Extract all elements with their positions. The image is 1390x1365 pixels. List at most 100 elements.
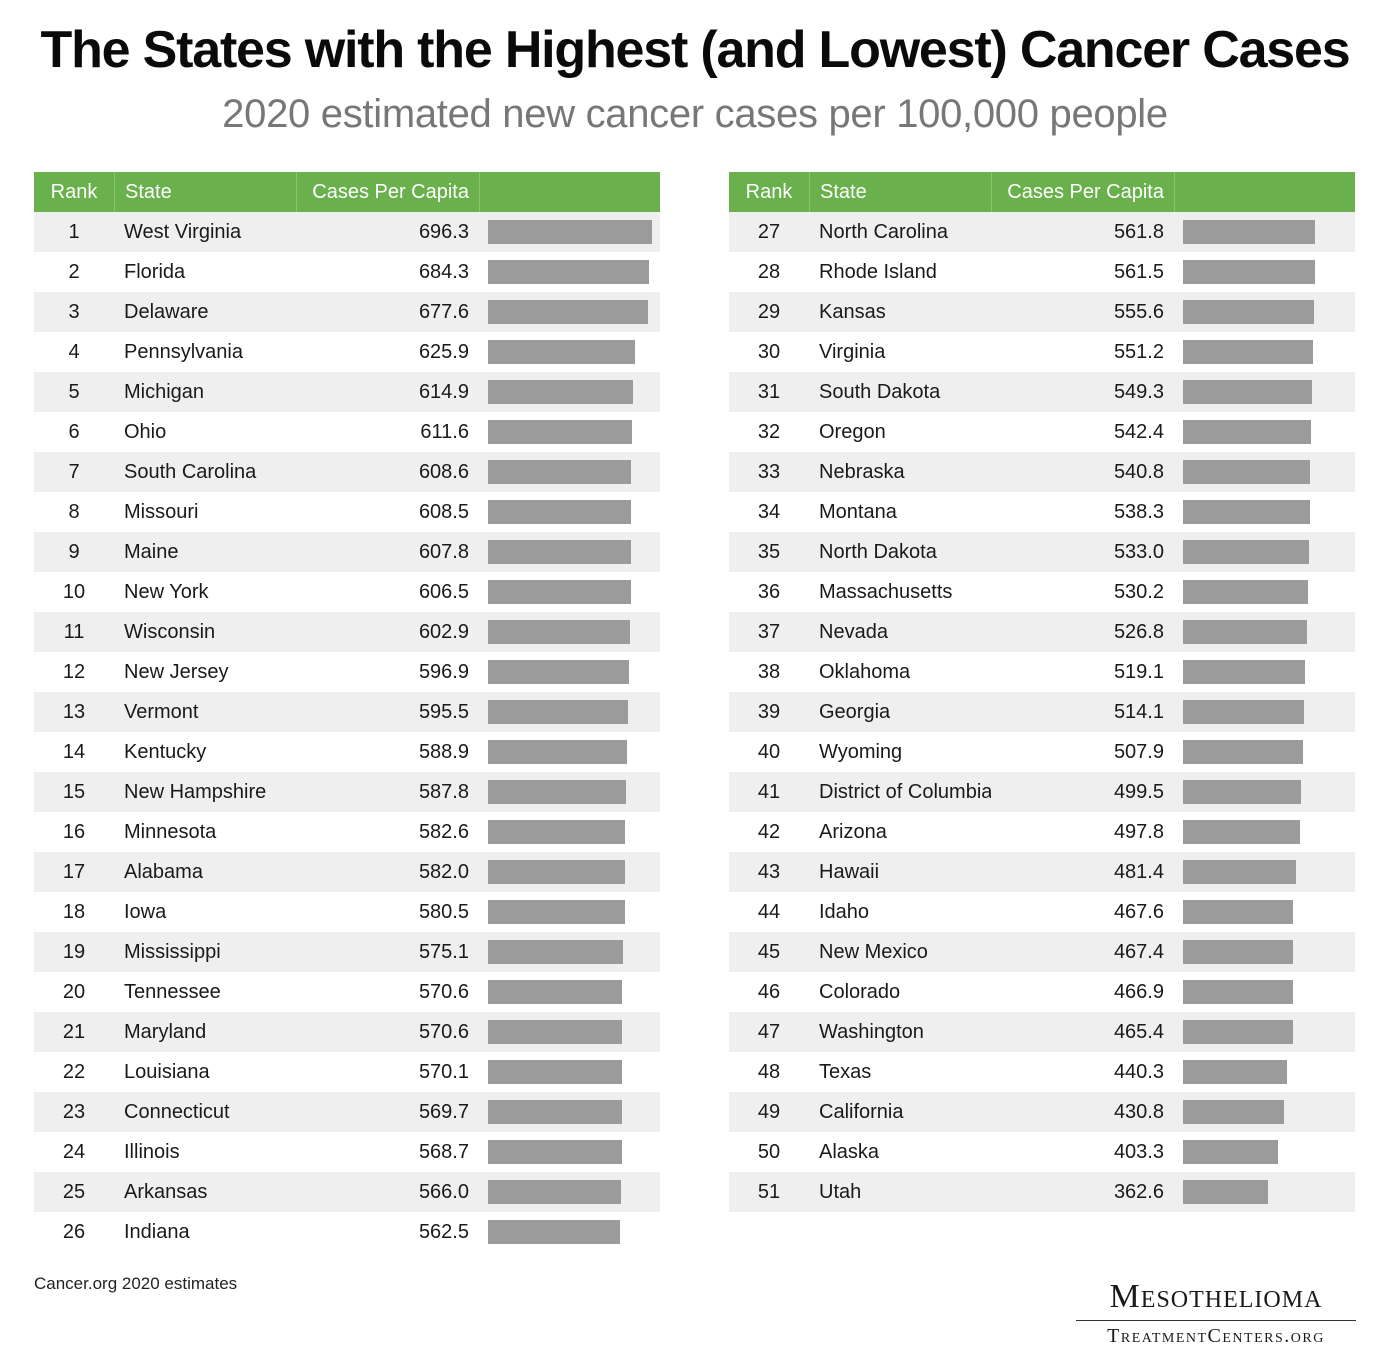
chart-title: The States with the Highest (and Lowest)… bbox=[40, 21, 1351, 79]
value-cell: 530.2 bbox=[1113, 581, 1164, 603]
value-bar bbox=[488, 620, 630, 644]
logo-rule bbox=[1076, 1320, 1356, 1321]
value-cell: 625.9 bbox=[418, 341, 469, 363]
table-row: 49 California 430.8 bbox=[729, 1092, 1355, 1132]
value-bar bbox=[1183, 420, 1311, 444]
value-bar bbox=[488, 420, 632, 444]
table-row: 44 Idaho 467.6 bbox=[729, 892, 1355, 932]
rank-cell: 32 bbox=[757, 421, 781, 443]
value-bar bbox=[488, 1060, 622, 1084]
table-row: 29 Kansas 555.6 bbox=[729, 292, 1355, 332]
value-bar bbox=[488, 940, 623, 964]
value-cell: 569.7 bbox=[418, 1101, 469, 1123]
state-cell: Maryland bbox=[124, 1021, 207, 1043]
header-value: Cases Per Capita bbox=[296, 172, 479, 212]
state-cell: Delaware bbox=[124, 301, 209, 323]
rank-cell: 11 bbox=[63, 621, 85, 643]
table-row: 40 Wyoming 507.9 bbox=[729, 732, 1355, 772]
rank-cell: 43 bbox=[757, 861, 781, 883]
rank-cell: 1 bbox=[68, 221, 80, 243]
state-cell: Kansas bbox=[819, 301, 886, 323]
rank-cell: 39 bbox=[757, 701, 781, 723]
value-bar bbox=[1183, 660, 1305, 684]
value-bar bbox=[488, 460, 631, 484]
value-bar bbox=[1183, 380, 1312, 404]
rank-cell: 37 bbox=[757, 621, 781, 643]
rank-cell: 9 bbox=[68, 541, 80, 563]
table-row: 4 Pennsylvania 625.9 bbox=[34, 332, 660, 372]
value-cell: 582.0 bbox=[418, 861, 469, 883]
state-cell: Alaska bbox=[819, 1141, 880, 1163]
value-bar bbox=[488, 900, 625, 924]
state-cell: Massachusetts bbox=[819, 581, 953, 603]
table-row: 30 Virginia 551.2 bbox=[729, 332, 1355, 372]
table-row: 19 Mississippi 575.1 bbox=[34, 932, 660, 972]
value-cell: 481.4 bbox=[1113, 861, 1164, 883]
state-cell: Nebraska bbox=[819, 461, 905, 483]
table-row: 26 Indiana 562.5 bbox=[34, 1212, 660, 1252]
rank-cell: 48 bbox=[757, 1061, 781, 1083]
value-bar bbox=[488, 1140, 622, 1164]
value-cell: 588.9 bbox=[418, 741, 469, 763]
state-cell: Mississippi bbox=[124, 941, 221, 963]
header-value: Cases Per Capita bbox=[991, 172, 1174, 212]
ranking-table-right: Rank State Cases Per Capita 27 North Caro… bbox=[729, 172, 1355, 1212]
value-bar bbox=[1183, 580, 1308, 604]
value-cell: 575.1 bbox=[418, 941, 469, 963]
table-row: 45 New Mexico 467.4 bbox=[729, 932, 1355, 972]
state-cell: Washington bbox=[819, 1021, 924, 1043]
table-row: 1 West Virginia 696.3 bbox=[34, 212, 660, 252]
value-bar bbox=[1183, 1180, 1268, 1204]
value-bar bbox=[488, 780, 626, 804]
table-row: 41 District of Columbia 499.5 bbox=[729, 772, 1355, 812]
state-cell: Montana bbox=[819, 501, 897, 523]
table-row: 13 Vermont 595.5 bbox=[34, 692, 660, 732]
value-cell: 595.5 bbox=[418, 701, 469, 723]
state-cell: West Virginia bbox=[124, 221, 242, 243]
value-bar bbox=[1183, 500, 1310, 524]
rank-cell: 8 bbox=[68, 501, 80, 523]
value-bar bbox=[488, 260, 649, 284]
value-cell: 551.2 bbox=[1113, 341, 1164, 363]
value-bar bbox=[488, 1100, 622, 1124]
state-cell: Rhode Island bbox=[819, 261, 937, 283]
state-cell: Tennessee bbox=[124, 981, 221, 1003]
table-row: 7 South Carolina 608.6 bbox=[34, 452, 660, 492]
rank-cell: 22 bbox=[62, 1061, 86, 1083]
rank-cell: 33 bbox=[757, 461, 781, 483]
table-row: 18 Iowa 580.5 bbox=[34, 892, 660, 932]
value-bar bbox=[488, 860, 625, 884]
value-cell: 467.4 bbox=[1113, 941, 1164, 963]
value-bar bbox=[488, 220, 652, 244]
rank-cell: 3 bbox=[68, 301, 80, 323]
mesothelioma-logo: Mesothelioma TreatmentCenters.org bbox=[1076, 1278, 1356, 1347]
table-row: 25 Arkansas 566.0 bbox=[34, 1172, 660, 1212]
rank-cell: 42 bbox=[757, 821, 781, 843]
chart-subtitle: 2020 estimated new cancer cases per 100,… bbox=[222, 92, 1168, 136]
table-row: 16 Minnesota 582.6 bbox=[34, 812, 660, 852]
value-cell: 608.5 bbox=[418, 501, 469, 523]
table-row: 22 Louisiana 570.1 bbox=[34, 1052, 660, 1092]
value-bar bbox=[1183, 940, 1293, 964]
rank-cell: 36 bbox=[757, 581, 781, 603]
rank-cell: 4 bbox=[68, 341, 80, 363]
rank-cell: 21 bbox=[62, 1021, 86, 1043]
table-row: 23 Connecticut 569.7 bbox=[34, 1092, 660, 1132]
header-rank: Rank bbox=[745, 181, 793, 203]
state-cell: Arizona bbox=[819, 821, 887, 843]
table-row: 3 Delaware 677.6 bbox=[34, 292, 660, 332]
value-bar bbox=[1183, 300, 1314, 324]
value-bar bbox=[1183, 620, 1307, 644]
value-cell: 561.5 bbox=[1113, 261, 1164, 283]
table-row: 37 Nevada 526.8 bbox=[729, 612, 1355, 652]
value-bar bbox=[488, 660, 629, 684]
value-bar bbox=[488, 1020, 622, 1044]
header-state: State bbox=[809, 172, 991, 212]
table-row: 48 Texas 440.3 bbox=[729, 1052, 1355, 1092]
rank-cell: 35 bbox=[757, 541, 781, 563]
value-cell: 538.3 bbox=[1113, 501, 1164, 523]
rank-cell: 6 bbox=[68, 421, 80, 443]
state-cell: Indiana bbox=[124, 1221, 190, 1243]
table-row: 11 Wisconsin 602.9 bbox=[34, 612, 660, 652]
state-cell: New Jersey bbox=[124, 661, 229, 683]
